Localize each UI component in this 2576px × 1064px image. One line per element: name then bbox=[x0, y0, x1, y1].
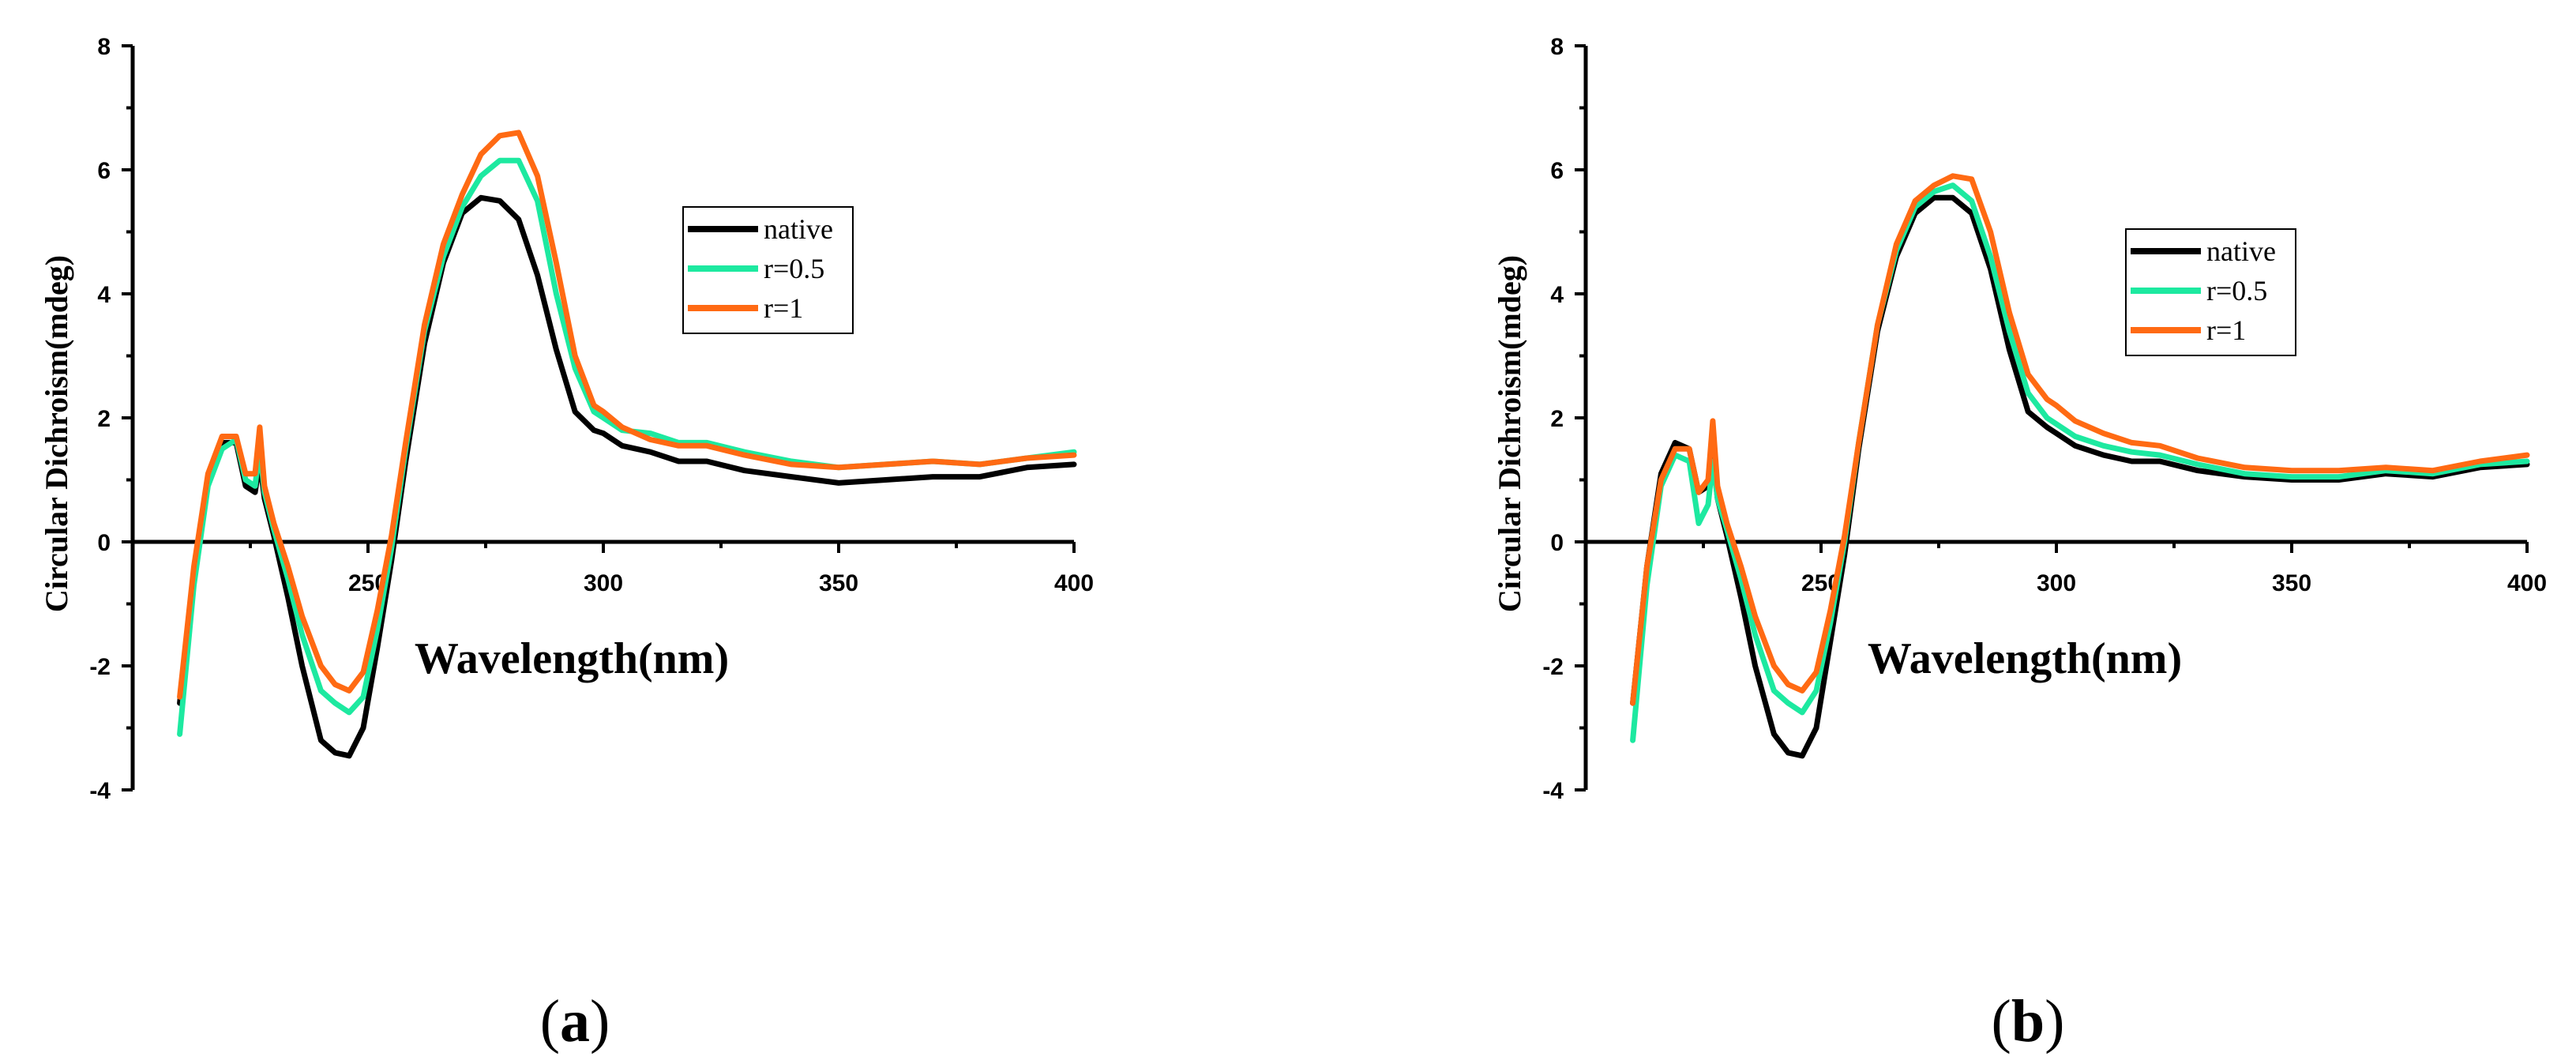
chart-b-legend-label: native bbox=[2206, 235, 2276, 267]
chart-a-y-tick-label: 2 bbox=[97, 406, 111, 432]
chart-b-x-axis-label: Wavelength(nm) bbox=[1868, 634, 2182, 683]
chart-b-legend: native r=0.5 r=1 bbox=[2125, 228, 2296, 356]
chart-b-y-tick-label: 6 bbox=[1550, 158, 1564, 184]
chart-a-legend-label: native bbox=[764, 213, 833, 245]
chart-a-y-tick-label: 4 bbox=[97, 282, 111, 308]
chart-b-panel-label: (b) bbox=[1992, 988, 2065, 1055]
chart-b-series-r-1-line bbox=[1630, 173, 2530, 706]
chart-b-legend-label: r=0.5 bbox=[2206, 275, 2267, 306]
chart-b-x-tick-label: 300 bbox=[2037, 570, 2076, 596]
chart-b-y-tick-label: -4 bbox=[1542, 778, 1564, 804]
chart-a-legend: native r=0.5 r=1 bbox=[682, 206, 854, 334]
chart-a-x-tick-label: 400 bbox=[1054, 570, 1094, 596]
chart-b-y-tick-label: -2 bbox=[1542, 654, 1564, 680]
chart-a-y-tick-label: 0 bbox=[97, 530, 111, 556]
chart-a-panel-label: (a) bbox=[540, 988, 610, 1055]
chart-b-y-tick-label: 0 bbox=[1550, 530, 1564, 556]
chart-a-legend-label: r=0.5 bbox=[764, 253, 824, 284]
chart-b-x-tick-label: 400 bbox=[2507, 570, 2547, 596]
chart-a-x-axis-label: Wavelength(nm) bbox=[415, 634, 729, 683]
chart-a-x-tick-label: 350 bbox=[819, 570, 858, 596]
chart-a-y-tick-label: -4 bbox=[89, 778, 111, 804]
chart-a-y-tick-label: -2 bbox=[89, 654, 111, 680]
chart-b-x-tick-label: 350 bbox=[2272, 570, 2311, 596]
chart-b-y-axis-label: Circular Dichroism(mdeg) bbox=[1492, 255, 1527, 612]
chart-b-legend-label: r=1 bbox=[2206, 314, 2246, 346]
chart-b-y-tick-label: 8 bbox=[1550, 34, 1564, 60]
chart-a-y-tick-label: 6 bbox=[97, 158, 111, 184]
chart-a-y-axis-label: Circular Dichroism(mdeg) bbox=[39, 255, 74, 612]
chart-b-y-tick-label: 2 bbox=[1550, 406, 1564, 432]
chart-a-series-r-1-line bbox=[177, 130, 1077, 700]
chart-a-legend-label: r=1 bbox=[764, 292, 803, 324]
chart-b-y-tick-label: 4 bbox=[1550, 282, 1564, 308]
chart-a-x-tick-label: 300 bbox=[584, 570, 623, 596]
chart-a-y-tick-label: 8 bbox=[97, 34, 111, 60]
